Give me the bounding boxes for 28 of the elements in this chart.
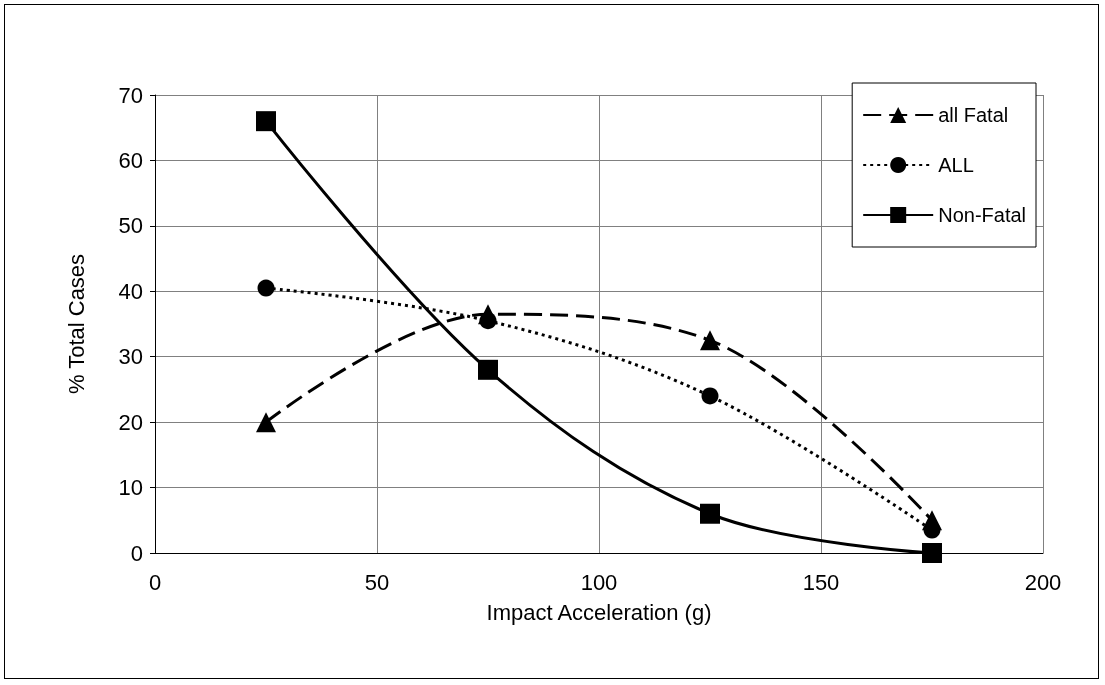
y-tick-label: 10 xyxy=(118,475,143,501)
point xyxy=(256,412,276,433)
y-tick-label: 50 xyxy=(118,213,143,239)
point xyxy=(700,503,720,524)
point xyxy=(700,330,720,351)
x-axis-title: Impact Acceleration (g) xyxy=(486,599,712,625)
y-tick-label: 20 xyxy=(118,409,143,435)
point xyxy=(922,510,942,531)
y-tick-label: 40 xyxy=(118,278,143,304)
point xyxy=(478,304,498,325)
point xyxy=(257,279,275,297)
point xyxy=(922,543,942,563)
y-tick-label: 70 xyxy=(118,82,143,108)
y-tick-label: 0 xyxy=(130,540,143,566)
legend-label: Non-Fatal xyxy=(938,204,1026,226)
point xyxy=(701,387,719,405)
point xyxy=(478,359,498,380)
x-tick-label: 0 xyxy=(148,569,162,595)
x-tick-label: 150 xyxy=(802,569,840,595)
y-tick-label: 30 xyxy=(118,344,143,370)
legend-label: ALL xyxy=(938,154,974,176)
y-axis-title: % Total Cases xyxy=(63,253,89,395)
x-tick-label: 100 xyxy=(580,569,618,595)
legend-label: all Fatal xyxy=(938,104,1009,126)
x-tick-label: 200 xyxy=(1024,569,1062,595)
x-tick-label: 50 xyxy=(364,569,390,595)
point xyxy=(256,111,276,132)
y-tick-label: 60 xyxy=(118,147,143,173)
